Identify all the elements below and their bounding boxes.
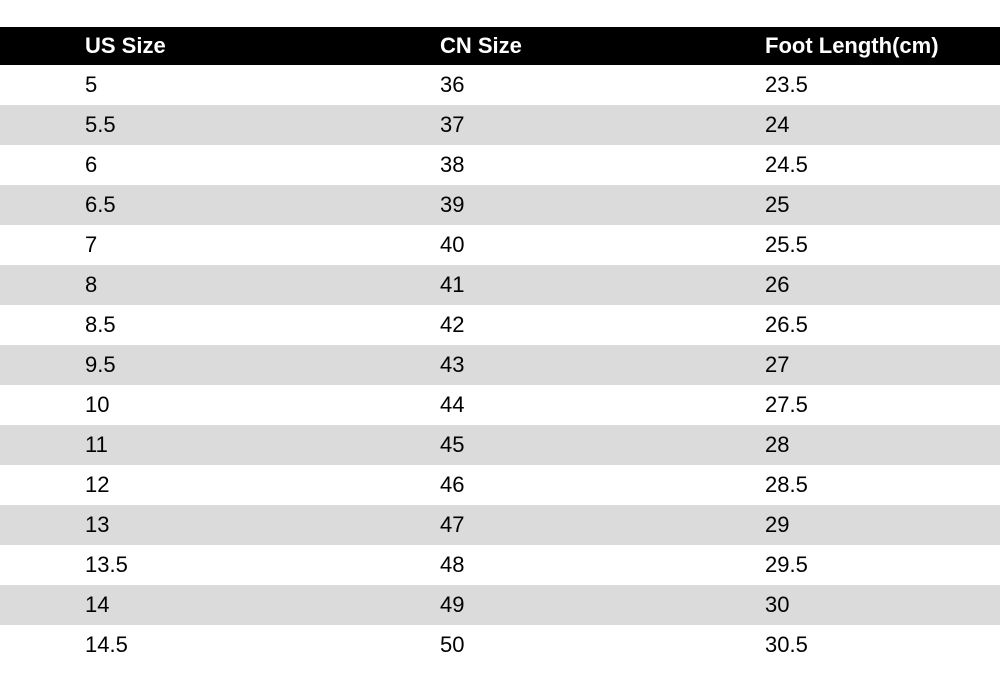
- table-row: 13 47 29: [0, 505, 1000, 545]
- table-body: 5 36 23.5 5.5 37 24 6 38 24.5 6.5 39 25 7 40 25.5 8 41 26…: [0, 65, 1000, 665]
- cell-foot: 27: [765, 352, 790, 377]
- table-row: 6 38 24.5: [0, 145, 1000, 185]
- cell-foot: 25.5: [765, 232, 808, 257]
- table-row: 8.5 42 26.5: [0, 305, 1000, 345]
- cell-cn: 42: [440, 312, 465, 337]
- cell-cn: 47: [440, 512, 465, 537]
- cell-us: 6.5: [85, 192, 116, 217]
- cell-cn: 43: [440, 352, 465, 377]
- cell-foot: 26.5: [765, 312, 808, 337]
- cell-cn: 49: [440, 592, 465, 617]
- cell-foot: 29.5: [765, 552, 808, 577]
- table-row: 11 45 28: [0, 425, 1000, 465]
- cell-cn: 39: [440, 192, 465, 217]
- cell-foot: 30.5: [765, 632, 808, 657]
- cell-cn: 40: [440, 232, 465, 257]
- cell-foot: 30: [765, 592, 790, 617]
- table-header-row: US Size CN Size Foot Length(cm): [0, 27, 1000, 65]
- table-row: 8 41 26: [0, 265, 1000, 305]
- cell-cn: 44: [440, 392, 465, 417]
- cell-foot: 28.5: [765, 472, 808, 497]
- column-header-us-size: US Size: [85, 33, 166, 58]
- table-row: 5 36 23.5: [0, 65, 1000, 105]
- table-row: 13.5 48 29.5: [0, 545, 1000, 585]
- cell-us: 9.5: [85, 352, 116, 377]
- cell-us: 13.5: [85, 552, 128, 577]
- cell-foot: 26: [765, 272, 790, 297]
- table-row: 5.5 37 24: [0, 105, 1000, 145]
- cell-foot: 27.5: [765, 392, 808, 417]
- cell-foot: 24.5: [765, 152, 808, 177]
- table-row: 14 49 30: [0, 585, 1000, 625]
- cell-foot: 23.5: [765, 72, 808, 97]
- column-header-cn-size: CN Size: [440, 33, 522, 58]
- cell-cn: 48: [440, 552, 465, 577]
- cell-foot: 25: [765, 192, 790, 217]
- size-conversion-table: US Size CN Size Foot Length(cm) 5 36 23.5 5…: [0, 27, 1000, 665]
- cell-us: 6: [85, 152, 98, 177]
- table-row: 6.5 39 25: [0, 185, 1000, 225]
- cell-us: 11: [85, 432, 108, 457]
- table-row: 12 46 28.5: [0, 465, 1000, 505]
- cell-cn: 41: [440, 272, 465, 297]
- cell-us: 14.5: [85, 632, 128, 657]
- cell-cn: 50: [440, 632, 465, 657]
- cell-cn: 46: [440, 472, 465, 497]
- cell-cn: 36: [440, 72, 465, 97]
- cell-cn: 37: [440, 112, 465, 137]
- cell-foot: 24: [765, 112, 790, 137]
- cell-us: 14: [85, 592, 110, 617]
- cell-us: 7: [85, 232, 98, 257]
- cell-us: 8.5: [85, 312, 116, 337]
- cell-cn: 38: [440, 152, 465, 177]
- cell-foot: 28: [765, 432, 790, 457]
- cell-us: 5: [85, 72, 98, 97]
- table-row: 7 40 25.5: [0, 225, 1000, 265]
- column-header-foot-length: Foot Length(cm): [765, 33, 939, 58]
- cell-us: 10: [85, 392, 110, 417]
- table-row: 10 44 27.5: [0, 385, 1000, 425]
- table-row: 14.5 50 30.5: [0, 625, 1000, 665]
- cell-cn: 45: [440, 432, 465, 457]
- cell-foot: 29: [765, 512, 790, 537]
- cell-us: 8: [85, 272, 98, 297]
- cell-us: 12: [85, 472, 110, 497]
- cell-us: 5.5: [85, 112, 116, 137]
- cell-us: 13: [85, 512, 110, 537]
- table-row: 9.5 43 27: [0, 345, 1000, 385]
